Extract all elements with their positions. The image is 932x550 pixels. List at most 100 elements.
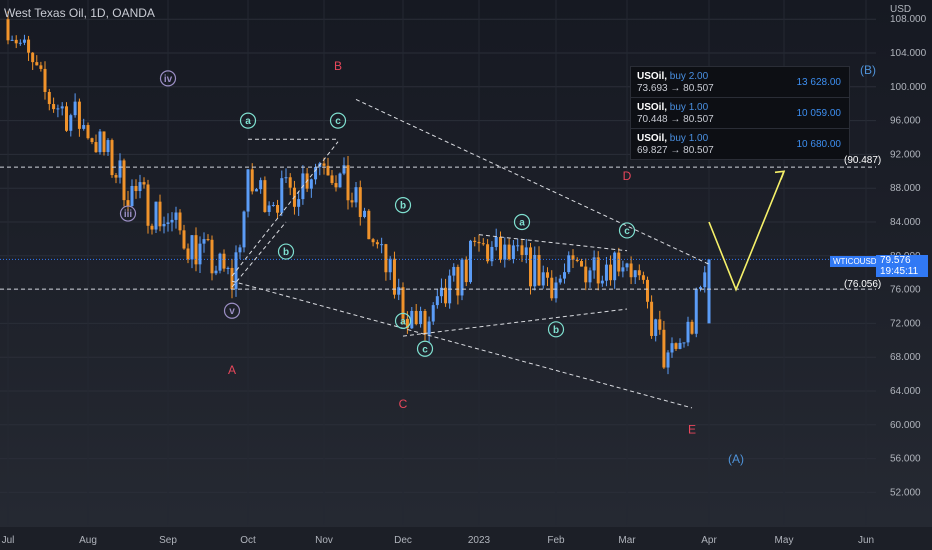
candle-body [226, 267, 230, 269]
candle-body [375, 242, 379, 245]
candle-body [650, 301, 654, 336]
wave-circle [618, 222, 636, 239]
bar-countdown: 19:45:11 [880, 266, 919, 277]
candle-body [267, 205, 271, 212]
candle-body [186, 248, 190, 260]
candle-body [86, 125, 90, 139]
y-tick-label: 76.000 [890, 285, 921, 296]
candle-body [703, 272, 707, 288]
candle-body [537, 254, 541, 286]
candle-body [682, 342, 686, 344]
x-tick-label: 2023 [468, 535, 491, 546]
wave-circle [394, 312, 412, 329]
candle-body [617, 252, 621, 272]
trade-row[interactable]: USOil, buy 2.00 73.693 → 80.507 13 628.0… [631, 67, 849, 98]
candle-body [162, 223, 166, 227]
candle-body [182, 230, 186, 249]
candle-body [477, 241, 481, 244]
candle-body [662, 329, 666, 368]
candle-body [563, 272, 566, 279]
candle-body [444, 287, 448, 304]
candle-body [10, 39, 14, 41]
candle-body [423, 310, 427, 335]
trend-channel-line [478, 234, 628, 252]
candle-body [98, 131, 102, 153]
wave-label: E [688, 422, 696, 436]
x-tick-label: Dec [394, 535, 412, 546]
candle-body [198, 243, 202, 265]
candle-body [90, 138, 94, 143]
candle-body [102, 131, 106, 153]
candle-body [654, 319, 658, 336]
trend-channel-line [231, 280, 693, 409]
candle-body [35, 62, 39, 66]
trade-row[interactable]: USOil, buy 1.00 70.448 → 80.507 10 059.0… [631, 98, 849, 129]
trade-side: buy 1.00 [669, 102, 709, 113]
candle-body [326, 165, 330, 176]
wave-label: (B) [860, 63, 876, 77]
wave-label: C [399, 397, 408, 411]
candle-body [397, 287, 401, 295]
wave-circle-label: b [553, 325, 559, 336]
candle-body [158, 201, 162, 227]
candle-body [678, 342, 682, 349]
wave-circle [513, 213, 531, 231]
trade-route: 73.693 → 80.507 [637, 83, 714, 94]
candle-body [238, 247, 242, 253]
candle-body [419, 310, 423, 325]
trade-row[interactable]: USOil, buy 1.00 69.827 → 80.507 10 680.0… [637, 133, 841, 156]
candle-body [271, 204, 275, 206]
wave-circle [416, 340, 434, 357]
candle-body [322, 163, 326, 166]
candle-body [346, 165, 350, 201]
candle-body [427, 321, 431, 335]
candle-body [288, 177, 292, 188]
y-tick-label: 92.000 [890, 149, 921, 160]
candle-body [410, 310, 414, 329]
candle-body [82, 125, 86, 129]
y-tick-label: 56.000 [890, 454, 921, 465]
trade-pnl: 10 059.00 [796, 108, 842, 119]
candle-body [435, 296, 439, 306]
candle-body [584, 266, 588, 283]
candle-body [358, 187, 362, 217]
candle-body [202, 239, 206, 244]
candle-body [511, 245, 515, 260]
candle-body [94, 142, 98, 153]
candle-body [150, 225, 154, 230]
candle-body [575, 259, 579, 262]
candle-body [263, 180, 267, 212]
candle-body [414, 310, 418, 325]
candle-body [110, 140, 114, 176]
candle-body [334, 183, 338, 188]
candle-body [380, 244, 384, 246]
candle-body [130, 185, 134, 207]
candle-body [499, 236, 502, 260]
wave-circle-label: v [229, 306, 235, 317]
candle-body [309, 179, 313, 189]
candle-body [6, 19, 10, 41]
candle-body [60, 106, 64, 109]
candle-body [106, 140, 110, 153]
level-label-upper: (90.487) [844, 155, 882, 166]
candle-body [503, 244, 507, 260]
candle-body [52, 104, 56, 110]
candle-body [134, 185, 138, 192]
candle-body [629, 263, 633, 278]
trend-channel-line [231, 221, 287, 288]
candle-body [600, 280, 604, 284]
candle-body [494, 236, 498, 247]
candle-body [507, 244, 511, 260]
candle-body [588, 270, 592, 283]
trade-route: 70.448 → 80.507 [637, 114, 714, 125]
x-tick-label: Jun [858, 535, 874, 546]
candle-body [170, 219, 174, 223]
x-tick-label: Apr [701, 535, 717, 546]
candle-body [670, 343, 674, 353]
candle-body [633, 270, 637, 278]
candle-body [218, 253, 222, 271]
candle-body [490, 246, 494, 262]
candle-body [222, 253, 226, 269]
